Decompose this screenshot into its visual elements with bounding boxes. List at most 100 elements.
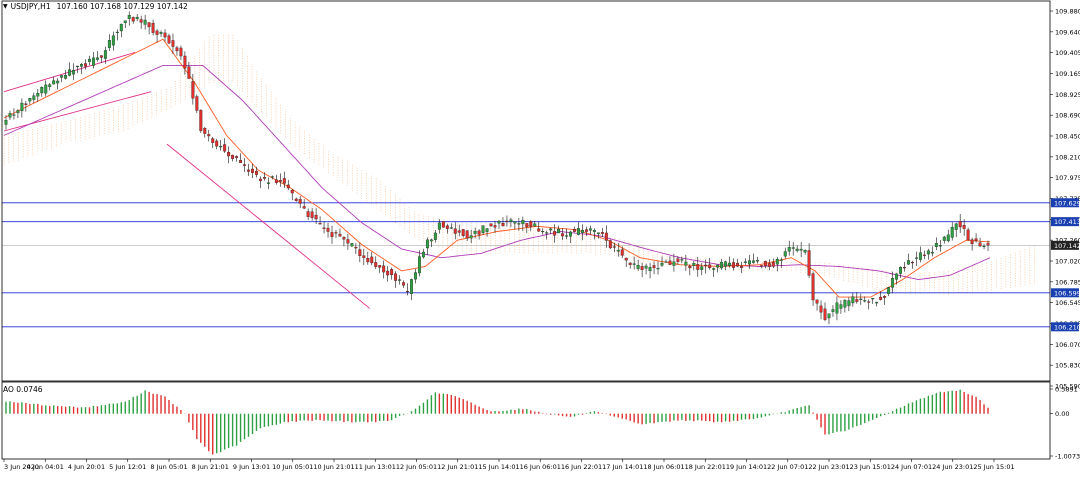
candle-body (239, 160, 243, 163)
candle-body (835, 302, 839, 314)
candle-body (135, 16, 139, 20)
candle-body (907, 260, 910, 265)
candle-body (326, 227, 330, 232)
candle-body (763, 261, 767, 267)
candle-body (8, 113, 12, 118)
candle-body (115, 31, 119, 33)
candle-body (624, 257, 628, 261)
candle-body (179, 47, 183, 57)
candle-body (294, 198, 298, 201)
candle-body (978, 242, 982, 247)
candle-body (585, 229, 588, 232)
candle-body (692, 263, 696, 266)
candle-body (64, 75, 68, 79)
level-price-tag (1051, 217, 1079, 227)
candle-body (736, 263, 739, 267)
candle-body (76, 65, 80, 67)
candle-body (346, 239, 350, 244)
ao-y-tick-label: -1.0073 (1055, 453, 1080, 461)
symbol-label: USDJPY,H1 (10, 2, 51, 11)
x-tick-label: 18 Jun 22:01 (685, 463, 726, 471)
candle-body (290, 190, 294, 194)
candle-body (402, 282, 406, 286)
candle-body (171, 40, 175, 47)
candle-body (573, 229, 576, 232)
candle-body (247, 169, 250, 172)
candle-body (449, 227, 453, 229)
candle-body (938, 245, 942, 247)
candle-body (227, 151, 231, 157)
candle-body (48, 84, 52, 87)
candle-body (457, 230, 461, 233)
candle-body (429, 239, 433, 242)
y-tick-label: 105.830 (1055, 362, 1080, 370)
candle-body (557, 229, 561, 234)
candle-body (183, 55, 187, 69)
candle-body (911, 262, 914, 264)
y-tick-label: 105.590 (1055, 383, 1080, 391)
candle-body (771, 262, 775, 267)
candle-body (52, 80, 56, 85)
candle-body (477, 230, 481, 235)
level-price-tag (1051, 322, 1079, 332)
candle-body (493, 225, 497, 228)
candle-body (195, 96, 199, 111)
x-tick-label: 16 Jun 06:01 (520, 463, 561, 471)
candle-body (914, 257, 918, 259)
candle-body (354, 246, 358, 249)
candle-body (84, 63, 87, 67)
candle-body (143, 19, 147, 25)
candle-body (282, 178, 286, 184)
candle-body (843, 299, 847, 308)
candle-body (24, 103, 28, 105)
candle-body (159, 32, 163, 34)
candle-body (946, 234, 950, 242)
ao-y-tick-label: 0.00 (1055, 410, 1069, 418)
candle-body (672, 261, 676, 266)
candle-body (421, 251, 425, 258)
candle-body (95, 57, 99, 60)
candle-body (708, 264, 712, 269)
x-tick-label: 8 Jun 05:01 (150, 463, 187, 471)
candle-body (20, 102, 24, 112)
candle-body (223, 144, 227, 152)
x-tick-label: 4 Jun 04:01 (27, 463, 64, 471)
candle-body (831, 309, 835, 312)
candle-body (266, 182, 270, 184)
candle-body (887, 287, 891, 294)
x-tick-label: 9 Jun 13:01 (233, 463, 270, 471)
candle-body (664, 261, 668, 263)
candle-body (505, 220, 509, 222)
candle-body (740, 266, 743, 268)
candle-body (187, 66, 191, 79)
candle-body (191, 81, 195, 99)
candle-body (569, 231, 573, 237)
y-tick-label: 109.165 (1055, 70, 1080, 78)
candle-body (942, 236, 946, 241)
candle-body (481, 225, 485, 233)
candle-body (44, 84, 48, 94)
candle-body (767, 263, 771, 267)
candle-body (632, 263, 636, 265)
candle-body (40, 86, 44, 94)
candle-body (485, 228, 489, 232)
candle-body (867, 301, 871, 303)
y-tick-label: 108.210 (1055, 153, 1080, 161)
candle-body (986, 243, 990, 246)
candle-body (537, 228, 541, 232)
candle-body (704, 264, 708, 267)
slow-moving-average (3, 64, 991, 281)
candle-body (302, 206, 306, 209)
candle-body (561, 233, 565, 237)
candle-body (847, 300, 851, 307)
candle-body (696, 264, 700, 270)
candle-body (4, 120, 8, 125)
x-tick-label: 11 Jun 13:01 (355, 463, 396, 471)
dropdown-triangle-icon[interactable]: ▼ (3, 3, 8, 10)
oscillator-title: AO 0.0746 (3, 385, 43, 394)
candle-body (139, 19, 143, 23)
candle-body (565, 235, 569, 237)
candle-body (700, 266, 704, 270)
